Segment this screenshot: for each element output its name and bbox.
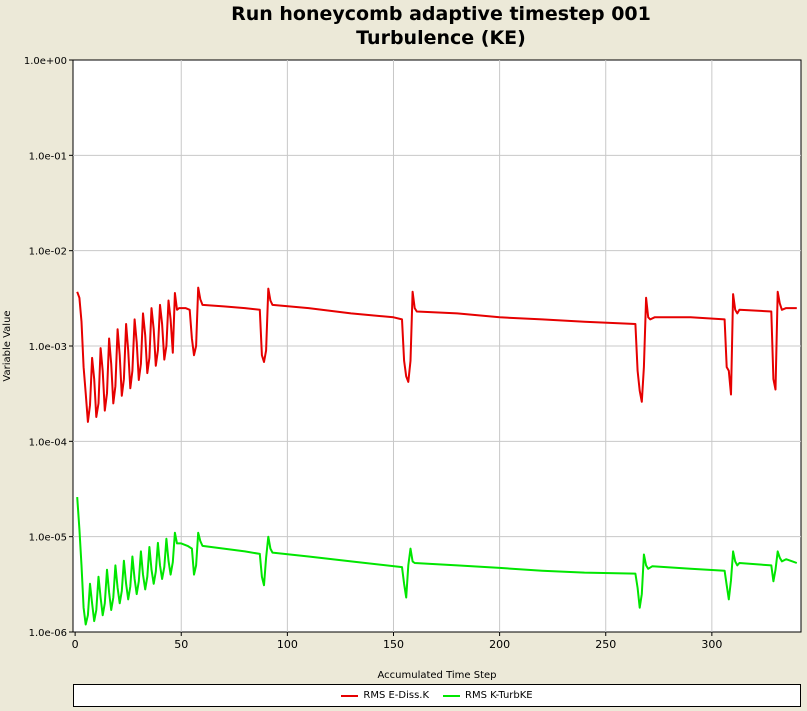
y-axis-label: Variable Value: [2, 310, 13, 381]
y-tick-label: 1.0e-04: [29, 437, 67, 448]
y-tick-label: 1.0e-02: [29, 247, 67, 258]
chart-subtitle: Turbulence (KE): [356, 27, 526, 49]
x-tick-label: 0: [72, 638, 79, 651]
legend-swatch-k-turbke: [443, 694, 461, 697]
legend-item-k-turbke: RMS K-TurbKE: [443, 690, 533, 701]
x-tick-label: 250: [595, 638, 616, 651]
legend-item-e-diss: RMS E-Diss.K: [341, 690, 429, 701]
y-tick-label: 1.0e-01: [29, 151, 67, 162]
y-tick-label: 1.0e-05: [29, 533, 67, 544]
chart-title: Run honeycomb adaptive timestep 001: [231, 3, 651, 25]
x-tick-label: 50: [174, 638, 188, 651]
y-tick-label: 1.0e+00: [24, 56, 67, 67]
y-tick-label: 1.0e-06: [29, 628, 67, 639]
legend: RMS E-Diss.K RMS K-TurbKE: [73, 684, 801, 707]
x-axis-label: Accumulated Time Step: [377, 670, 496, 681]
x-tick-label: 200: [489, 638, 510, 651]
grid-lines: [73, 60, 801, 632]
legend-label-e-diss: RMS E-Diss.K: [363, 690, 430, 701]
legend-label-k-turbke: RMS K-TurbKE: [465, 690, 533, 701]
y-tick-label: 1.0e-03: [29, 342, 67, 353]
series-line-e-diss: [76, 286, 797, 423]
x-tick-label: 150: [383, 638, 404, 651]
series-line-k-turbke: [76, 497, 798, 626]
series-layer: [76, 286, 798, 626]
legend-swatch-e-diss: [341, 694, 359, 697]
chart-title-block: Run honeycomb adaptive timestep 001 Turb…: [0, 2, 807, 50]
x-tick-label: 100: [277, 638, 298, 651]
axis-ticks: 0 50 100 150 200 250 300 1.0e-06 1.0e-05 1.0e-04 1…: [24, 56, 723, 651]
x-tick-label: 300: [701, 638, 722, 651]
